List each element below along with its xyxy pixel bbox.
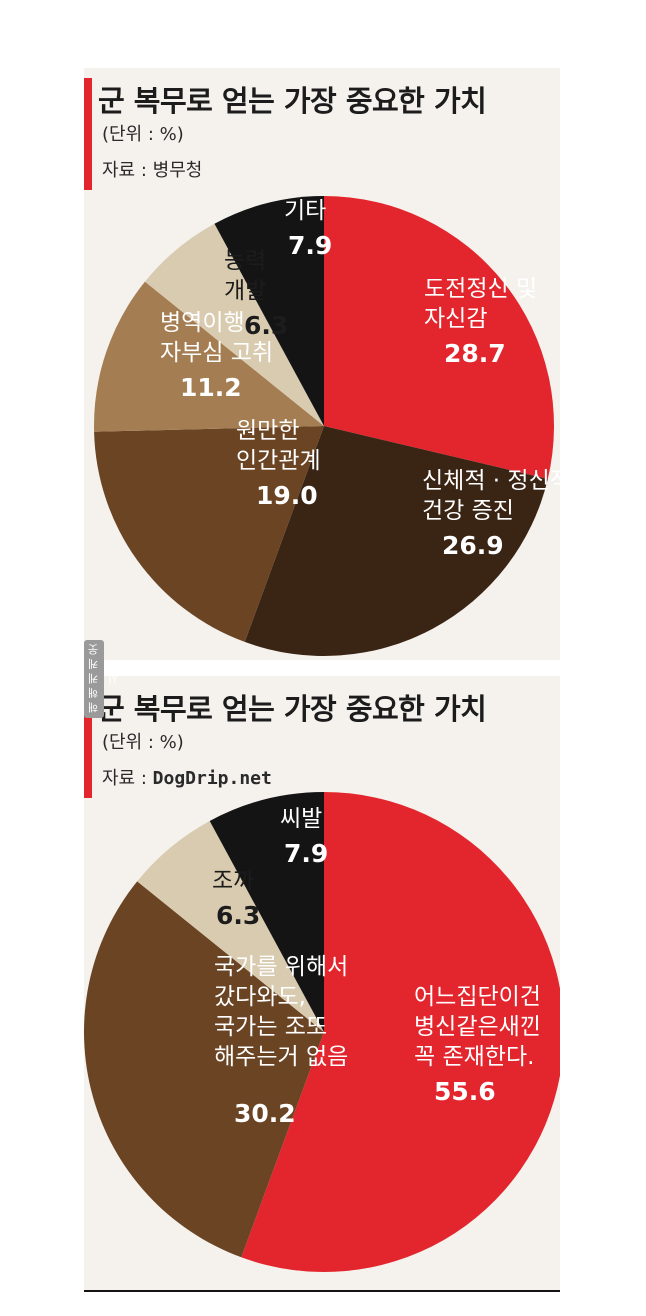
slice-label: 자신감 — [424, 306, 487, 332]
slice-value-label: 6.3 — [244, 311, 288, 340]
slice-value-label: 7.9 — [288, 231, 332, 260]
slice-label: 건강 증진 — [422, 498, 514, 524]
slice-label: 원만한 — [236, 418, 299, 444]
slice-label: 국가는 조또 — [214, 1014, 327, 1040]
pie-slice — [324, 196, 554, 479]
pie-slice — [93, 281, 324, 432]
chart-title: 군 복무로 얻는 가장 중요한 가치 — [98, 692, 487, 726]
slice-value-label: 11.2 — [180, 373, 242, 402]
pie-slice — [137, 820, 324, 1032]
source-label: 자료 : 병무청 — [102, 160, 203, 181]
slice-label: 인간관계 — [236, 448, 321, 474]
slice-value-label: 7.9 — [284, 839, 328, 868]
unit-label: (단위 : %) — [102, 124, 184, 145]
slice-label: 자부심 고취 — [160, 340, 273, 366]
slice-value-label: 28.7 — [444, 339, 506, 368]
source-label: 자료 : DogDrip.net — [102, 768, 272, 789]
slice-value-label: 19.0 — [256, 481, 318, 510]
watermark-badge: 해 해 케 케 웃 사 — [84, 640, 120, 718]
pie-slice — [241, 792, 560, 1272]
red-accent-bar — [84, 78, 92, 190]
slice-value-label: 26.9 — [442, 531, 504, 560]
pie-slice — [244, 426, 548, 657]
slice-value-label: 30.2 — [234, 1099, 296, 1128]
pie-slice — [94, 426, 324, 642]
slice-label: 해주는거 없음 — [214, 1044, 348, 1070]
slice-value-label: 55.6 — [434, 1077, 496, 1106]
slice-label: 씨발 — [280, 806, 322, 832]
unit-label: (단위 : %) — [102, 732, 184, 753]
pie-slice — [209, 792, 324, 1032]
slice-label: 도전정신 및 — [424, 276, 537, 302]
pie-slice — [144, 223, 324, 426]
chart-panel-parody: 군 복무로 얻는 가장 중요한 가치 (단위 : %) 자료 : DogDrip… — [84, 676, 560, 1290]
slice-label: 병신같은새낀 — [414, 1014, 541, 1040]
slice-label: 개발 — [224, 278, 266, 304]
slice-value-label: 6.3 — [216, 901, 260, 930]
chart-title: 군 복무로 얻는 가장 중요한 가치 — [98, 84, 487, 118]
slice-label: 꼭 존재한다. — [414, 1044, 534, 1070]
red-accent-bar — [84, 686, 92, 798]
chart-panel-official: 군 복무로 얻는 가장 중요한 가치 (단위 : %) 자료 : 병무청 도전정… — [84, 68, 560, 660]
slice-label: 병역이행 — [160, 310, 245, 336]
slice-label: 능력 — [224, 248, 266, 274]
bottom-rule — [84, 1290, 560, 1292]
slice-label: 국가를 위해서 — [214, 954, 348, 980]
slice-label: 기타 — [284, 198, 326, 224]
slice-label: 조까 — [212, 868, 254, 894]
slice-label: 신체적 · 정신적 — [422, 468, 560, 494]
pie-slice — [214, 196, 324, 426]
slice-label: 어느집단이건 — [414, 984, 541, 1010]
pie-slice — [84, 881, 324, 1258]
slice-label: 갔다와도, — [214, 984, 306, 1010]
